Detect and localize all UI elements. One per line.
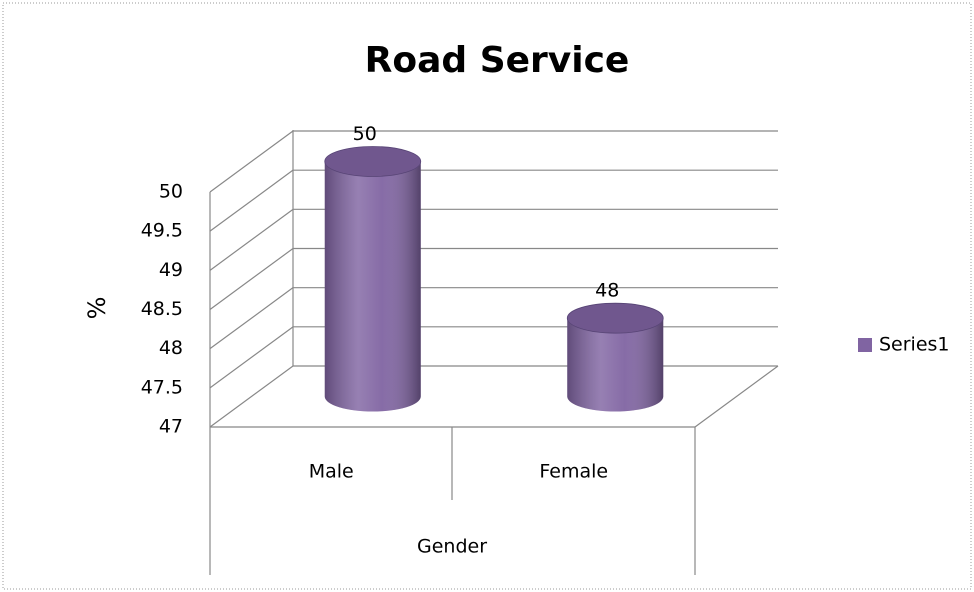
chart-title: Road Service — [365, 40, 630, 81]
grid-line — [209, 208, 294, 271]
floor — [209, 130, 779, 575]
grid-line — [209, 248, 294, 310]
grid-line — [209, 365, 294, 428]
cylinder — [324, 146, 422, 412]
y-axis-label: % — [83, 297, 111, 320]
x-tick-label: Female — [539, 461, 608, 483]
cylinder-shade — [567, 318, 664, 412]
y-tick-label: 49.5 — [141, 220, 183, 242]
data-label: 50 — [353, 123, 377, 145]
grid-line — [209, 130, 294, 193]
cylinder-top-shade — [567, 303, 664, 334]
y-tick-label: 49 — [159, 259, 183, 281]
cylinder-top — [566, 302, 664, 334]
y-tick-label: 47.5 — [141, 376, 183, 398]
y-tick-label: 48 — [159, 337, 183, 359]
y-tick-label: 48.5 — [141, 298, 183, 320]
x-axis-label: Gender — [417, 536, 487, 558]
x-tick-label: Male — [309, 461, 354, 483]
legend-swatch — [858, 338, 872, 352]
y-tick-label: 47 — [159, 416, 183, 438]
cylinder-top-shade — [324, 146, 421, 177]
grid-line — [209, 326, 294, 389]
grid-line — [209, 287, 294, 350]
data-label: 48 — [595, 280, 619, 302]
cylinder — [566, 302, 664, 412]
legend-label: Series1 — [879, 334, 950, 356]
cylinder-shade — [324, 161, 421, 412]
cylinder-top — [324, 146, 422, 177]
grid-line — [209, 169, 294, 232]
y-tick-label: 50 — [159, 181, 183, 203]
